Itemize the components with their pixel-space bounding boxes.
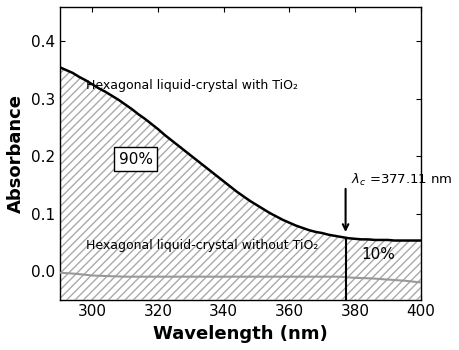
- Text: 90%: 90%: [118, 152, 152, 167]
- X-axis label: Wavelength (nm): Wavelength (nm): [152, 325, 327, 343]
- Text: Hexagonal liquid-crystal without TiO₂: Hexagonal liquid-crystal without TiO₂: [86, 239, 318, 252]
- Text: $\lambda_c$ =377.11 nm: $\lambda_c$ =377.11 nm: [350, 172, 451, 188]
- Text: Hexagonal liquid-crystal with TiO₂: Hexagonal liquid-crystal with TiO₂: [86, 79, 297, 92]
- Text: 10%: 10%: [361, 247, 395, 262]
- Y-axis label: Absorbance: Absorbance: [7, 94, 25, 213]
